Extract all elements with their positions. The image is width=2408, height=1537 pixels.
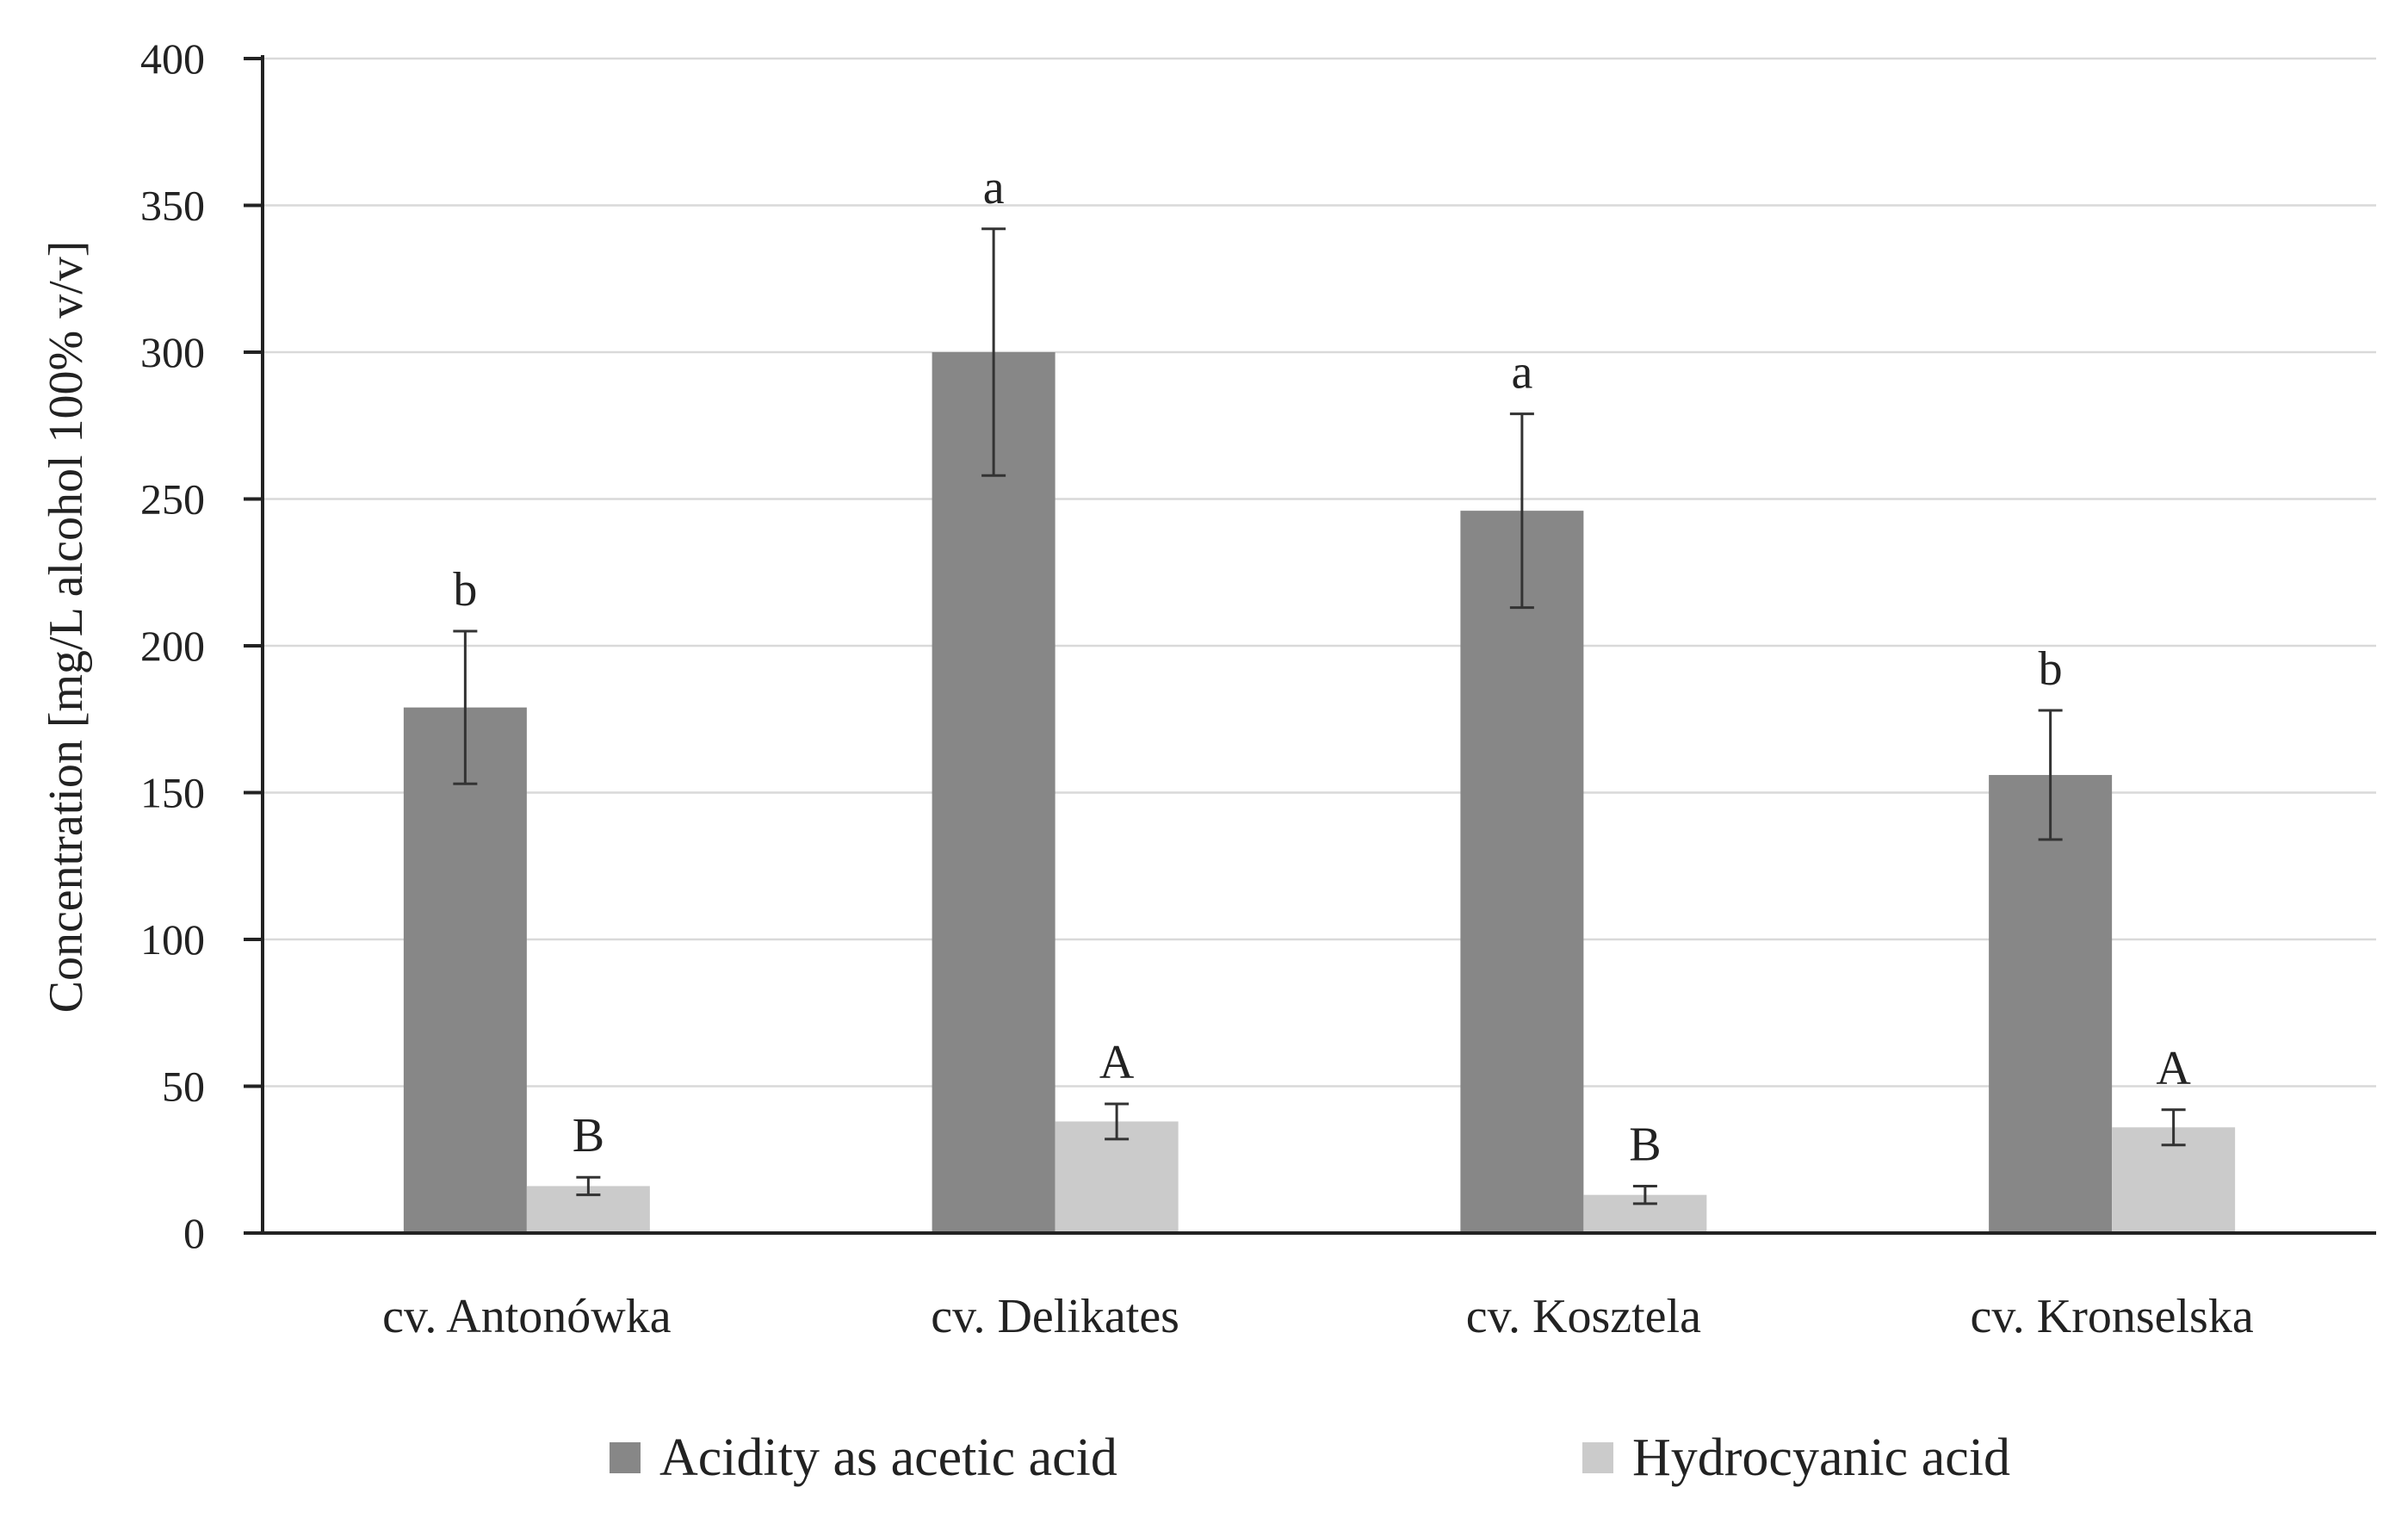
significance-letter: b bbox=[2039, 642, 2063, 696]
significance-letter: A bbox=[1099, 1036, 1135, 1089]
y-tick-label: 200 bbox=[140, 622, 205, 670]
axes bbox=[244, 55, 2376, 1235]
x-category-label: cv. Kosztela bbox=[1466, 1290, 1701, 1343]
bar-acidity-3 bbox=[1989, 775, 2113, 1233]
x-category-labels: cv. Antonówka cv. Delikates cv. Kosztela cv… bbox=[382, 1290, 2254, 1343]
y-tick-label: 100 bbox=[140, 915, 205, 964]
y-tick-label: 0 bbox=[183, 1209, 205, 1257]
legend: Acidity as acetic acid Hydrocyanic acid bbox=[610, 1429, 2010, 1487]
significance-letter: A bbox=[2156, 1042, 2191, 1095]
gridlines bbox=[263, 57, 2376, 1088]
error-bars bbox=[453, 227, 2186, 1205]
x-category-label: cv. Kronselska bbox=[1971, 1290, 2254, 1343]
bar-acidity-2 bbox=[1460, 511, 1584, 1233]
bars bbox=[403, 352, 2236, 1233]
legend-swatch bbox=[610, 1442, 641, 1473]
y-tick-label: 400 bbox=[140, 34, 205, 83]
y-axis-label: Concentration [mg/L alcohol 100% v/v] bbox=[40, 241, 93, 1013]
significance-letter: B bbox=[1629, 1118, 1661, 1171]
x-category-label: cv. Antonówka bbox=[382, 1290, 672, 1343]
significance-letters: b Ba Aa Bb A bbox=[453, 161, 2191, 1172]
y-tick-label: 250 bbox=[140, 475, 205, 524]
y-tick-label: 50 bbox=[162, 1063, 205, 1111]
legend-swatch bbox=[1582, 1442, 1613, 1473]
legend-label: Hydrocyanic acid bbox=[1632, 1429, 2010, 1487]
y-tick-label: 350 bbox=[140, 182, 205, 230]
y-tick-label: 150 bbox=[140, 769, 205, 817]
legend-label: Acidity as acetic acid bbox=[659, 1429, 1117, 1487]
significance-letter: a bbox=[1511, 346, 1532, 400]
bar-acidity-1 bbox=[932, 352, 1055, 1233]
y-tick-label: 300 bbox=[140, 328, 205, 376]
significance-letter: a bbox=[983, 161, 1005, 214]
significance-letter: B bbox=[573, 1109, 604, 1162]
y-tick-labels: 0 50 100 150 200 250 300 350 400 bbox=[140, 34, 205, 1257]
significance-letter: b bbox=[453, 563, 477, 617]
x-category-label: cv. Delikates bbox=[931, 1290, 1179, 1343]
bar-acidity-0 bbox=[403, 707, 527, 1233]
